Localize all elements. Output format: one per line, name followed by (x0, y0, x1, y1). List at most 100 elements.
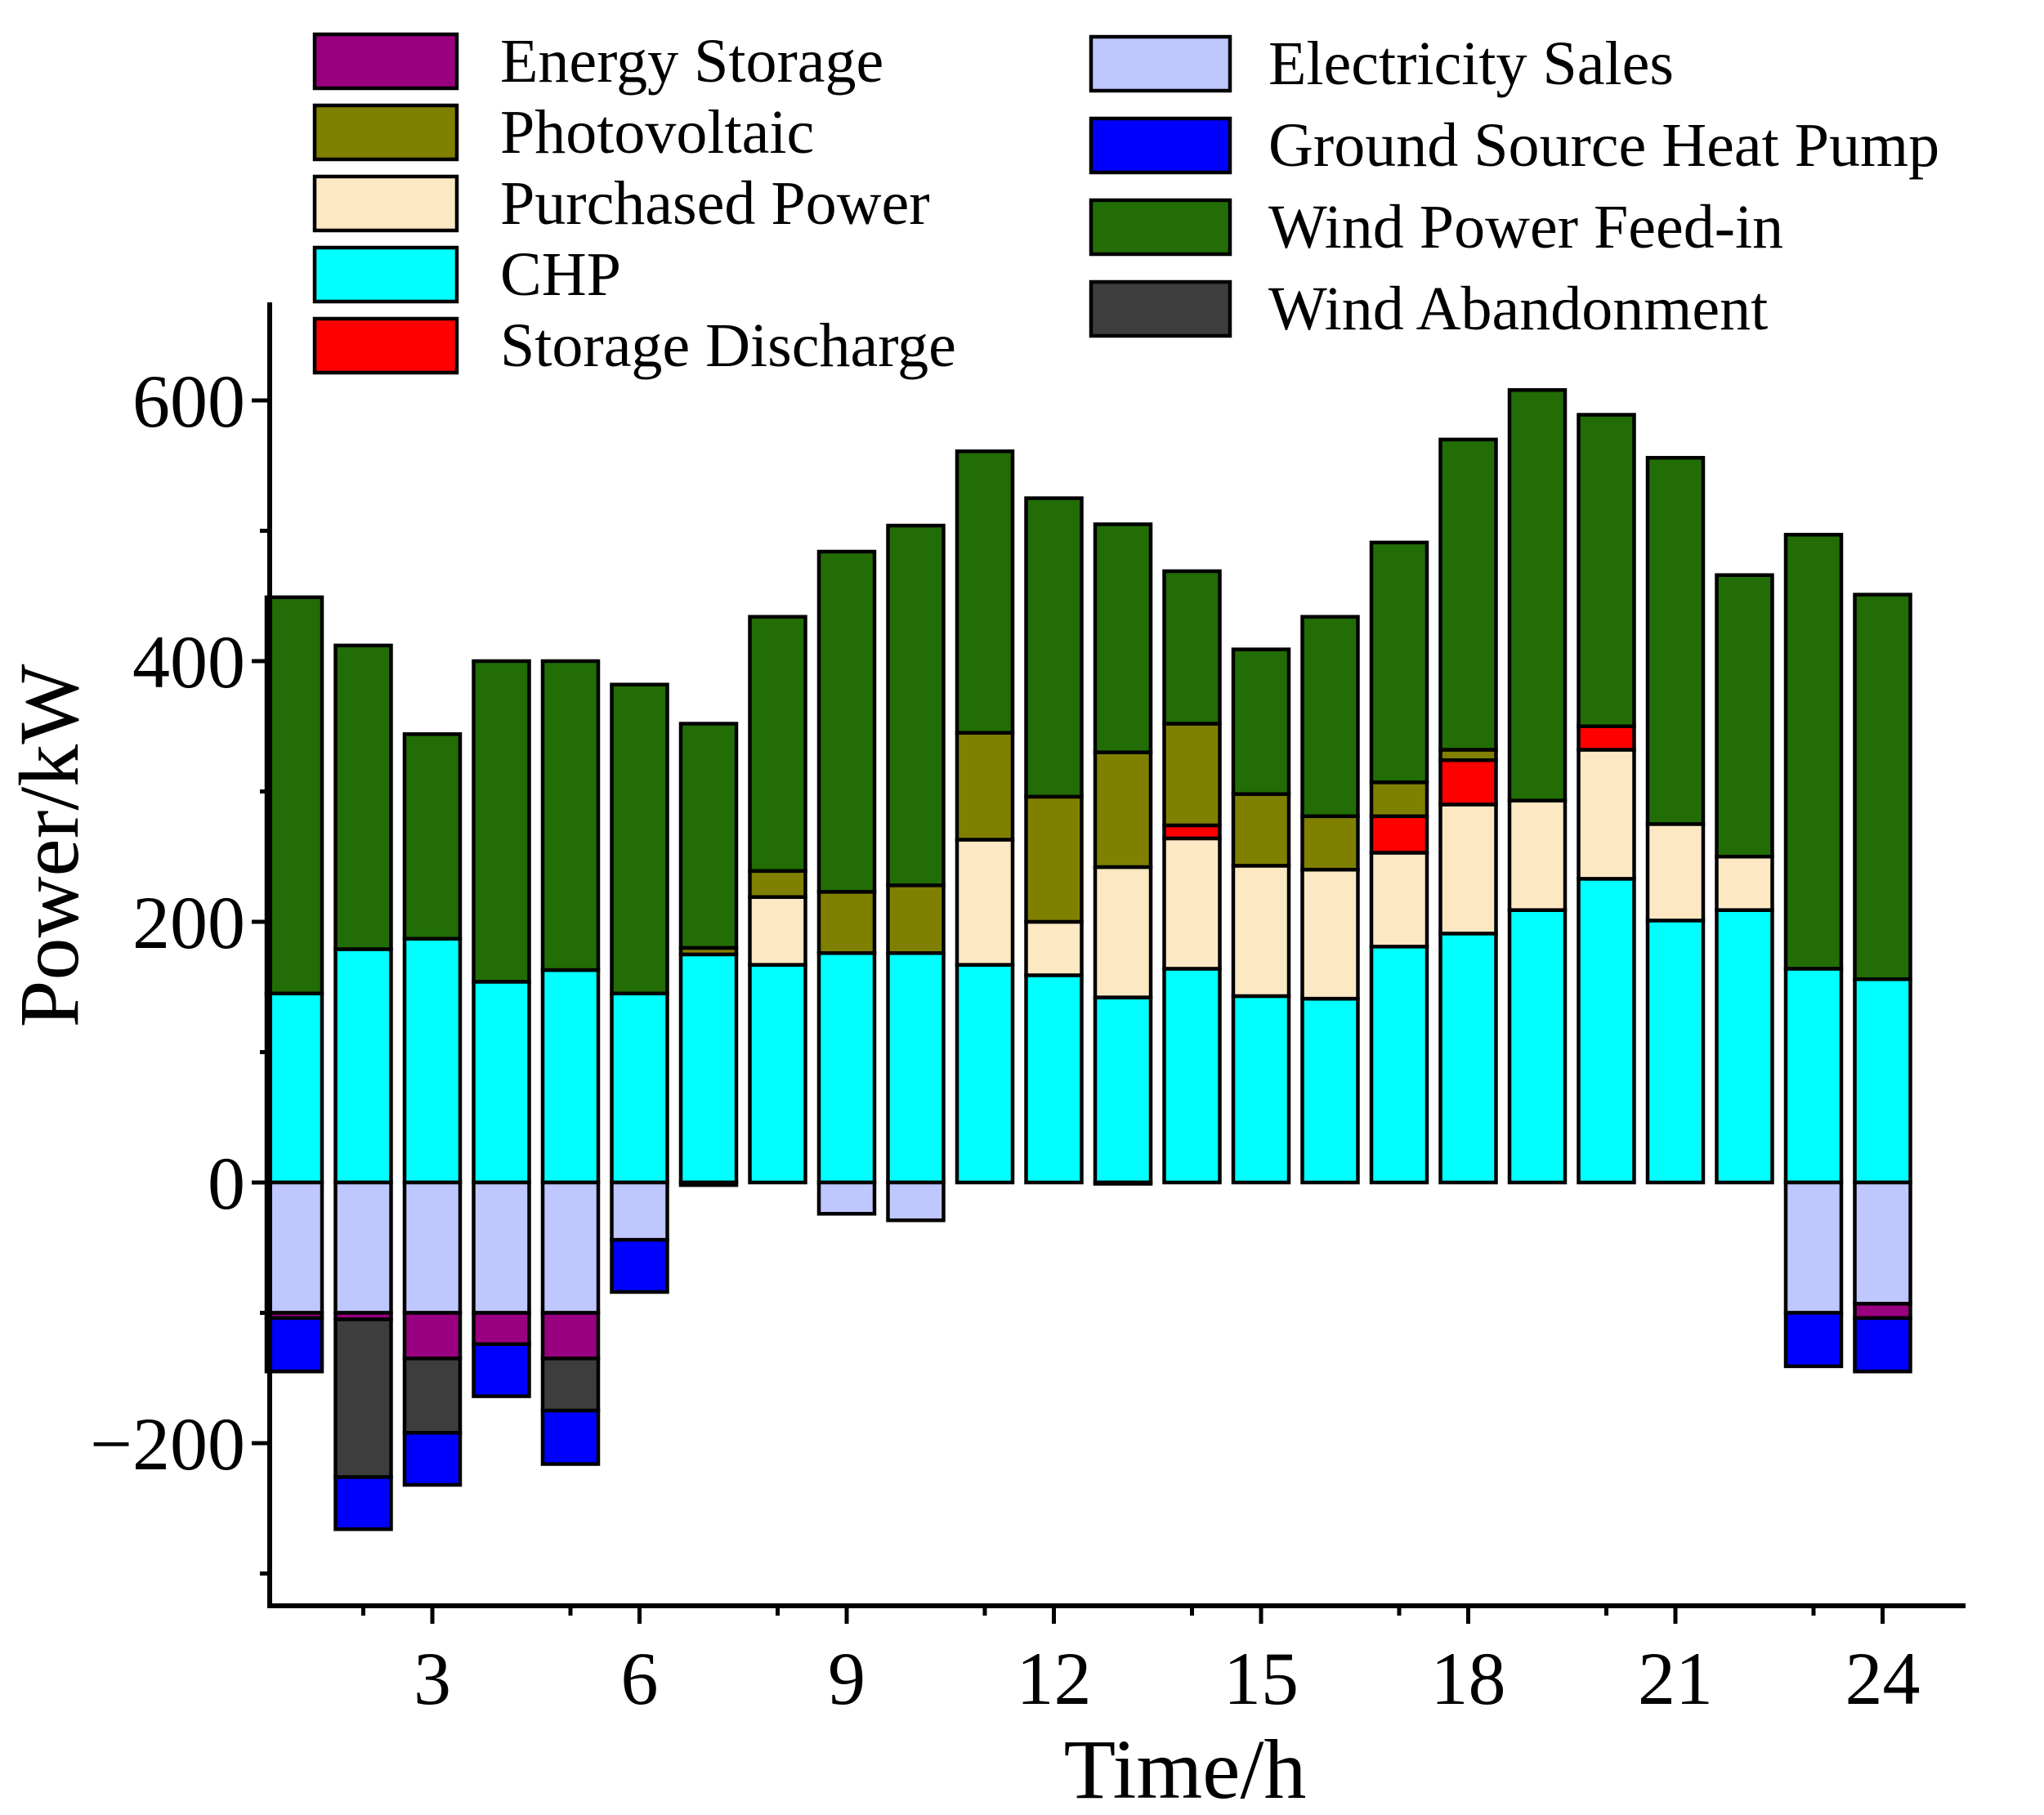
bar-wind-power-feed-in-t15 (1231, 647, 1291, 796)
bar-chp-t12 (1024, 973, 1084, 1185)
bar-chp-t7 (678, 952, 739, 1185)
legend-label-energy-storage: Energy Storage (500, 27, 883, 96)
bar-purchased-power-t11 (955, 838, 1015, 967)
bar-ground-source-heat-pump-t23 (1783, 1311, 1844, 1369)
bar-purchased-power-t20 (1577, 748, 1636, 881)
bar-purchased-power-t22 (1715, 855, 1774, 912)
legend-swatch-electricity-sales (1089, 34, 1232, 93)
bar-photovoltaic-t9 (816, 890, 877, 955)
bar-wind-power-feed-in-t22 (1715, 573, 1774, 859)
bar-purchased-power-t19 (1507, 798, 1568, 912)
bar-chp-t13 (1093, 995, 1153, 1185)
x-tick-label-6: 6 (621, 1637, 659, 1720)
legend-swatch-chp (312, 245, 459, 304)
legend-label-purchased-power: Purchased Power (500, 169, 930, 238)
bar-storage-discharge-t18 (1438, 758, 1498, 807)
bar-wind-power-feed-in-t5 (540, 659, 601, 972)
bar-ground-source-heat-pump-t5 (540, 1408, 601, 1466)
bar-photovoltaic-t11 (955, 731, 1015, 842)
bar-purchased-power-t15 (1231, 864, 1291, 999)
bar-energy-storage-t3 (402, 1311, 463, 1361)
bar-wind-abandonment-t3 (402, 1357, 463, 1435)
bar-energy-storage-t24 (1853, 1302, 1912, 1321)
bar-chp-t4 (472, 980, 531, 1185)
bar-electricity-sales-t24 (1853, 1180, 1912, 1306)
bar-photovoltaic-t15 (1231, 792, 1291, 868)
legend-label-electricity-sales: Electricity Sales (1268, 29, 1674, 98)
bar-purchased-power-t18 (1438, 802, 1498, 936)
bar-chp-t21 (1645, 919, 1706, 1185)
bar-purchased-power-t16 (1300, 867, 1360, 1001)
bar-wind-power-feed-in-t7 (678, 722, 739, 950)
bar-chp-t22 (1715, 908, 1774, 1185)
y-tick-label-400: 400 (132, 620, 245, 704)
bar-purchased-power-t13 (1093, 865, 1153, 999)
bar-ground-source-heat-pump-t4 (472, 1342, 531, 1398)
bar-chp-t11 (955, 963, 1015, 1185)
bar-chp-t8 (748, 963, 807, 1185)
bar-chp-t5 (540, 968, 601, 1185)
legend-label-wind-power-feed-in: Wind Power Feed-in (1268, 193, 1783, 262)
bar-wind-power-feed-in-t21 (1645, 455, 1706, 826)
bar-storage-discharge-t17 (1369, 814, 1429, 855)
bar-wind-abandonment-t2 (333, 1317, 393, 1479)
legend-swatch-photovoltaic (312, 103, 459, 162)
bar-energy-storage-t5 (540, 1311, 601, 1361)
bar-purchased-power-t8 (748, 895, 807, 967)
bar-chp-t10 (886, 951, 946, 1185)
legend-label-ground-source-heat-pump: Ground Source Heat Pump (1268, 111, 1939, 180)
bar-chp-t16 (1300, 996, 1360, 1185)
bar-electricity-sales-t9 (816, 1180, 877, 1216)
bar-ground-source-heat-pump-t3 (402, 1430, 463, 1487)
bar-chp-t18 (1438, 932, 1498, 1185)
legend-swatch-energy-storage (312, 32, 459, 91)
bar-photovoltaic-t13 (1093, 750, 1153, 870)
x-tick-label-24: 24 (1845, 1637, 1921, 1720)
bar-wind-power-feed-in-t1 (264, 595, 324, 995)
bar-purchased-power-t17 (1369, 851, 1429, 949)
bar-electricity-sales-t23 (1783, 1180, 1844, 1315)
bar-ground-source-heat-pump-t6 (610, 1237, 669, 1294)
bar-wind-power-feed-in-t10 (886, 523, 946, 887)
bar-electricity-sales-t6 (610, 1180, 669, 1242)
bar-wind-power-feed-in-t18 (1438, 437, 1498, 752)
bar-photovoltaic-t10 (886, 883, 946, 955)
x-tick-label-21: 21 (1638, 1637, 1713, 1720)
bar-wind-power-feed-in-t13 (1093, 522, 1153, 754)
bar-wind-power-feed-in-t2 (333, 643, 393, 951)
bar-wind-power-feed-in-t20 (1577, 413, 1636, 728)
x-tick-label-18: 18 (1431, 1637, 1506, 1720)
bar-wind-power-feed-in-t6 (610, 682, 669, 995)
x-tick-label-12: 12 (1017, 1637, 1092, 1720)
bar-photovoltaic-t12 (1024, 794, 1084, 924)
bar-wind-power-feed-in-t9 (816, 549, 877, 894)
bars-group (264, 387, 1912, 1531)
bar-wind-power-feed-in-t24 (1853, 592, 1912, 981)
bar-electricity-sales-t5 (540, 1180, 601, 1315)
bar-electricity-sales-t4 (472, 1180, 531, 1315)
bar-chp-t24 (1853, 977, 1912, 1185)
bar-ground-source-heat-pump-t24 (1853, 1316, 1912, 1374)
x-axis-title: Time/h (1064, 1723, 1307, 1815)
bar-wind-power-feed-in-t14 (1162, 569, 1222, 726)
bar-ground-source-heat-pump-t2 (333, 1475, 393, 1531)
bar-wind-power-feed-in-t12 (1024, 496, 1084, 799)
bar-wind-power-feed-in-t19 (1507, 387, 1568, 802)
legend-swatch-wind-power-feed-in (1089, 198, 1232, 257)
bar-chp-t20 (1577, 877, 1636, 1185)
bar-chp-t23 (1783, 967, 1844, 1185)
legend-swatch-wind-abandonment (1089, 279, 1232, 338)
bar-photovoltaic-t8 (748, 869, 807, 899)
bar-wind-power-feed-in-t23 (1783, 533, 1844, 971)
bar-photovoltaic-t16 (1300, 814, 1360, 872)
bar-purchased-power-t14 (1162, 836, 1222, 971)
bar-storage-discharge-t14 (1162, 823, 1222, 841)
bar-wind-power-feed-in-t3 (402, 732, 463, 941)
legend-label-photovoltaic: Photovoltaic (500, 98, 814, 167)
x-tick-label-15: 15 (1223, 1637, 1299, 1720)
y-tick-label-600: 600 (132, 360, 245, 443)
bar-wind-power-feed-in-t17 (1369, 540, 1429, 785)
bar-storage-discharge-t20 (1577, 724, 1636, 752)
bar-wind-abandonment-t5 (540, 1357, 601, 1413)
